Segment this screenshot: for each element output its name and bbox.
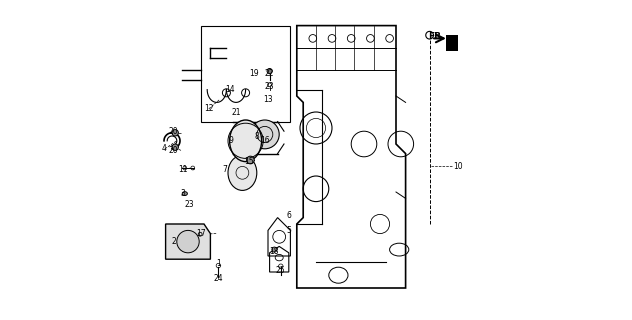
Text: 3: 3: [181, 189, 186, 198]
Circle shape: [246, 156, 254, 164]
Text: 1: 1: [216, 260, 221, 268]
Text: 23: 23: [265, 82, 274, 91]
Text: 8: 8: [255, 132, 259, 140]
Polygon shape: [166, 224, 210, 259]
Text: 2: 2: [171, 237, 176, 246]
Text: 11: 11: [178, 165, 188, 174]
Ellipse shape: [177, 230, 199, 253]
Text: 21: 21: [231, 108, 241, 116]
Text: 25: 25: [276, 266, 286, 275]
Text: 23: 23: [185, 200, 195, 209]
Text: 17: 17: [196, 229, 205, 238]
Text: 7: 7: [222, 165, 228, 174]
Text: 24: 24: [214, 274, 223, 283]
Text: 20: 20: [169, 146, 178, 155]
Text: 12: 12: [204, 104, 214, 113]
Ellipse shape: [250, 120, 279, 149]
Text: 15: 15: [244, 157, 253, 166]
Text: 6: 6: [286, 212, 291, 220]
Text: 5: 5: [286, 226, 291, 235]
Ellipse shape: [182, 192, 187, 196]
Text: 4: 4: [162, 144, 166, 153]
Text: 22: 22: [265, 69, 274, 78]
Text: FR.: FR.: [428, 32, 444, 41]
Text: 10: 10: [454, 162, 463, 171]
Ellipse shape: [229, 120, 262, 162]
FancyBboxPatch shape: [446, 35, 458, 51]
Text: 14: 14: [225, 85, 234, 94]
Text: 9: 9: [229, 136, 234, 145]
Circle shape: [172, 130, 178, 136]
Text: 19: 19: [249, 69, 258, 78]
Circle shape: [172, 144, 178, 150]
Circle shape: [272, 247, 277, 252]
Text: 18: 18: [270, 247, 279, 256]
Text: 16: 16: [260, 136, 270, 145]
Text: 13: 13: [263, 95, 273, 104]
Circle shape: [267, 68, 272, 74]
Ellipse shape: [228, 155, 257, 190]
Text: 20: 20: [169, 127, 178, 136]
